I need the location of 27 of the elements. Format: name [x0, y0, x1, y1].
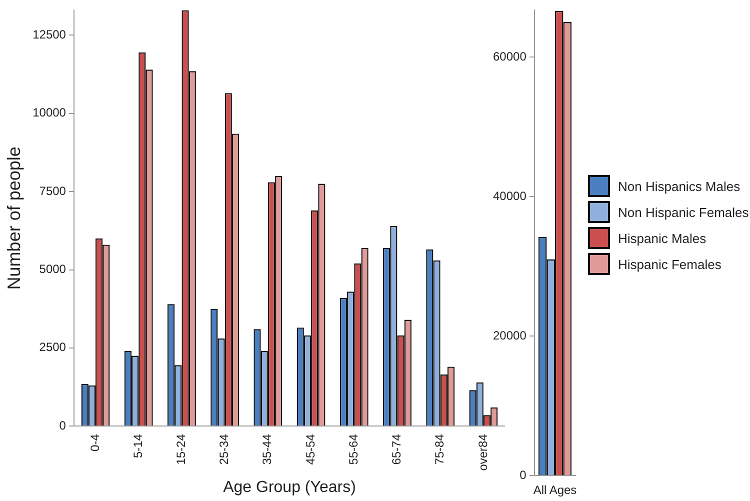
legend-label: Non Hispanic Females — [618, 204, 749, 220]
x-axis-title: Age Group (Years) — [223, 478, 356, 496]
y-axis-title: Number of people — [4, 146, 24, 290]
legend-label: Hispanic Males — [618, 230, 706, 246]
x-tick-label: 5-14 — [130, 434, 145, 458]
y-tick-label: 2500 — [39, 340, 66, 354]
y-tick-label: 60000 — [492, 49, 527, 64]
legend-label: Hispanic Females — [618, 256, 722, 272]
y-tick-label: 12500 — [32, 28, 66, 42]
x-tick-label: 25-34 — [217, 434, 232, 465]
legend-label: Non Hispanics Males — [618, 178, 740, 194]
y-tick-label: 20000 — [492, 328, 527, 342]
x-tick-label: 15-24 — [174, 434, 188, 465]
y-tick-label: 7500 — [39, 184, 66, 198]
x-tick-label: 45-54 — [303, 434, 318, 465]
y-tick-label: 5000 — [39, 262, 66, 276]
x-tick-label: 75-84 — [432, 434, 447, 465]
x-tick-label: 35-44 — [260, 434, 274, 465]
y-tick-label: 40000 — [492, 188, 527, 203]
x-tick-label: All Ages — [533, 483, 577, 498]
x-tick-label: 65-74 — [390, 434, 404, 465]
y-tick-label: 10000 — [32, 106, 66, 120]
x-tick-label: over84 — [476, 434, 490, 471]
y-tick-label: 0 — [59, 418, 66, 432]
y-tick-label: 0 — [520, 468, 527, 482]
x-tick-label: 0-4 — [88, 434, 102, 452]
x-tick-label: 55-64 — [346, 434, 360, 465]
